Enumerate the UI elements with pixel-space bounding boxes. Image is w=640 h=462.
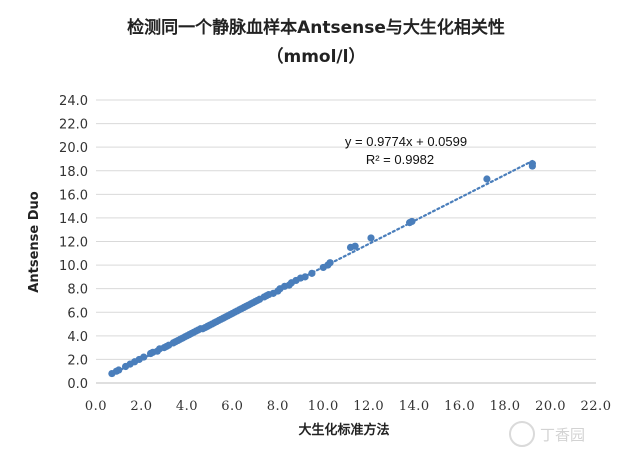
y-tick-label: 4.0 <box>67 330 88 345</box>
x-tick-label: 10.0 <box>308 399 339 414</box>
y-tick-labels: 0.0 2.0 4.0 6.0 8.0 10.0 12.0 14.0 16.0 18.0 20.0 2… <box>59 94 88 392</box>
watermark: 丁香园 <box>509 421 585 447</box>
r-squared-label: R² = 0.9982 <box>366 152 434 167</box>
data-point <box>483 175 491 183</box>
y-tick-label: 14.0 <box>59 212 88 227</box>
x-tick-label: 4.0 <box>176 399 198 414</box>
watermark-logo <box>509 421 535 447</box>
data-points <box>108 160 536 378</box>
data-point <box>308 269 316 277</box>
x-tick-label: 14.0 <box>399 399 430 414</box>
x-tick-label: 6.0 <box>221 399 243 414</box>
y-tick-label: 6.0 <box>67 306 88 321</box>
x-tick-labels: 0.0 2.0 4.0 6.0 8.0 10.0 12.0 14.0 16.0 18.0 20.0 2… <box>85 399 612 414</box>
data-point <box>367 234 375 242</box>
y-tick-label: 20.0 <box>59 141 88 156</box>
trendline-equation: y = 0.9774x + 0.0599 <box>345 134 467 149</box>
data-point <box>115 366 123 374</box>
y-tick-label: 2.0 <box>67 353 88 368</box>
y-axis-label: Antsense Duo <box>27 191 42 292</box>
x-tick-label: 12.0 <box>353 399 384 414</box>
x-tick-label: 18.0 <box>490 399 521 414</box>
y-tick-label: 10.0 <box>59 259 88 274</box>
data-point <box>301 273 309 281</box>
chart-title: 检测同一个静脉血样本Antsense与大生化相关性 <box>127 17 505 38</box>
x-axis-label: 大生化标准方法 <box>298 422 389 438</box>
chart-subtitle: （mmol/l） <box>267 46 366 67</box>
y-tick-label: 16.0 <box>59 188 88 203</box>
x-tick-label: 16.0 <box>444 399 475 414</box>
data-point <box>140 353 148 361</box>
x-tick-label: 20.0 <box>535 399 566 414</box>
y-tick-label: 12.0 <box>59 236 88 251</box>
x-tick-label: 2.0 <box>130 399 152 414</box>
y-tick-label: 18.0 <box>59 165 88 180</box>
y-tick-label: 22.0 <box>59 118 88 133</box>
y-tick-label: 24.0 <box>59 94 88 109</box>
watermark-text: 丁香园 <box>540 426 585 444</box>
x-tick-label: 22.0 <box>581 399 612 414</box>
y-tick-label: 8.0 <box>67 283 88 298</box>
x-tick-label: 0.0 <box>85 399 107 414</box>
data-point <box>351 242 359 250</box>
data-point <box>326 259 334 267</box>
data-point <box>528 160 536 168</box>
data-point <box>408 217 416 226</box>
y-tick-label: 0.0 <box>67 377 88 392</box>
x-tick-label: 8.0 <box>267 399 289 414</box>
